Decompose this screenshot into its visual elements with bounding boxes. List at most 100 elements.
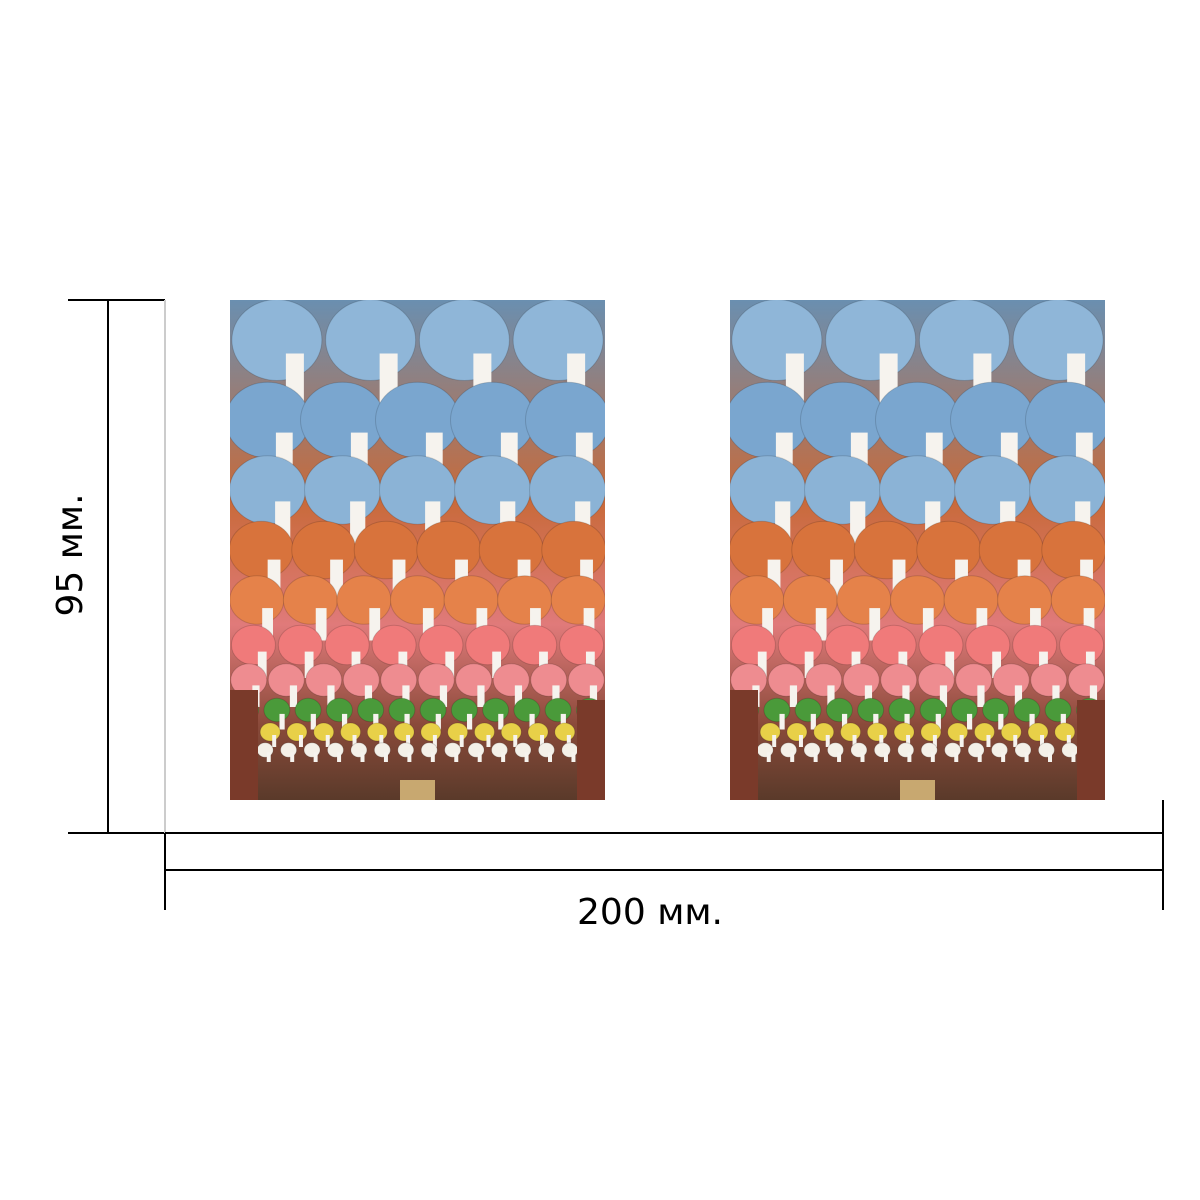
wish-tag: [279, 713, 285, 730]
wish-tag: [445, 651, 455, 678]
lantern-photo: [230, 300, 605, 800]
lantern: [512, 300, 604, 381]
lantern: [263, 697, 291, 723]
wish-tag: [379, 735, 384, 747]
wish-tag: [466, 713, 473, 730]
wish-tag: [530, 608, 541, 641]
lantern: [231, 300, 323, 381]
lantern: [313, 722, 335, 742]
wish-tag: [341, 713, 348, 730]
lantern: [541, 520, 605, 580]
lantern: [294, 697, 322, 723]
wish-tag: [476, 608, 488, 641]
wish-tag: [422, 608, 434, 641]
wish-tag: [492, 651, 502, 678]
lantern: [567, 663, 605, 697]
lantern: [357, 697, 385, 723]
lantern: [393, 722, 415, 742]
lantern: [388, 697, 416, 723]
lantern: [230, 520, 294, 580]
wish-tag: [552, 685, 560, 707]
lantern: [259, 722, 281, 742]
wish-tag: [369, 608, 381, 641]
wish-tag: [313, 752, 318, 762]
wish-tag: [430, 752, 435, 762]
lantern: [418, 300, 510, 381]
lantern: [303, 742, 321, 758]
lantern: [324, 624, 370, 666]
wish-tag: [477, 752, 482, 762]
wish-tag: [298, 735, 303, 747]
lantern: [492, 663, 530, 697]
wish-tag: [477, 685, 485, 707]
lantern: [418, 624, 464, 666]
lantern: [419, 697, 447, 723]
lantern: [450, 697, 478, 723]
wish-tag: [435, 713, 441, 730]
wish-tag: [290, 752, 295, 762]
lantern: [366, 722, 388, 742]
pillar: [230, 690, 258, 800]
wish-tag: [529, 713, 535, 730]
wish-tag: [404, 713, 410, 730]
wish-tag: [257, 651, 267, 678]
pillar: [577, 700, 605, 800]
lantern: [512, 624, 558, 666]
lantern: [277, 624, 323, 666]
wish-tag: [513, 735, 518, 747]
wish-tag: [266, 752, 271, 762]
lantern: [529, 455, 605, 525]
wish-tag: [364, 685, 373, 707]
lantern: [390, 575, 445, 625]
lantern: [497, 575, 553, 625]
lantern: [513, 697, 541, 723]
wish-tag: [325, 735, 330, 747]
lantern: [478, 520, 544, 580]
wish-tag: [373, 713, 379, 730]
lantern: [559, 624, 605, 666]
lantern: [465, 624, 511, 666]
lantern: [379, 455, 456, 525]
width-dimension: [164, 800, 1164, 910]
wish-tag: [486, 735, 491, 747]
lantern: [527, 722, 549, 742]
lantern: [291, 520, 357, 580]
wish-tag: [407, 752, 412, 762]
lantern: [380, 663, 418, 697]
wish-tag: [439, 685, 448, 707]
lantern: [256, 742, 274, 758]
lantern: [325, 300, 417, 381]
lantern: [282, 575, 338, 625]
lantern: [554, 722, 576, 742]
lantern-photo-copy: [726, 300, 1110, 801]
lantern: [325, 697, 353, 723]
wish-tag: [501, 752, 506, 762]
lantern: [454, 455, 531, 525]
wish-tag: [406, 735, 411, 747]
wish-tag: [583, 608, 595, 641]
lantern: [230, 624, 276, 666]
lantern: [550, 575, 605, 625]
lantern: [267, 663, 305, 697]
lantern: [336, 575, 392, 625]
lantern: [530, 663, 568, 697]
lantern: [416, 520, 482, 580]
lantern: [371, 624, 417, 666]
lantern: [473, 722, 495, 742]
wish-tag: [566, 735, 571, 747]
height-label: 95 мм.: [50, 493, 91, 616]
wish-tag: [315, 608, 327, 641]
wish-tag: [360, 752, 365, 762]
lantern: [340, 722, 362, 742]
wish-tag: [498, 713, 504, 730]
lantern: [375, 381, 460, 459]
wish-tag: [571, 752, 576, 762]
wish-tag: [548, 752, 553, 762]
lantern: [447, 722, 469, 742]
lantern: [230, 455, 306, 525]
lantern: [420, 722, 442, 742]
wish-tag: [327, 685, 335, 707]
lantern: [326, 742, 344, 758]
